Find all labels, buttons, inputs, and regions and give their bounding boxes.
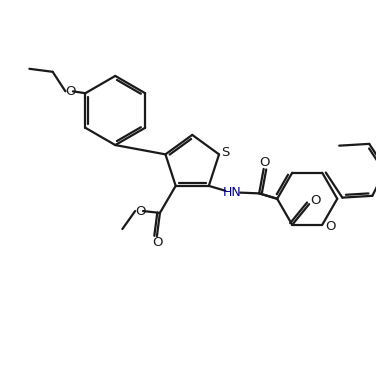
Text: O: O <box>325 220 336 233</box>
Text: O: O <box>152 236 163 250</box>
Text: O: O <box>311 194 321 207</box>
Text: HN: HN <box>223 186 242 199</box>
Text: O: O <box>65 85 75 98</box>
Text: O: O <box>135 204 145 218</box>
Text: S: S <box>222 146 230 160</box>
Text: O: O <box>259 156 270 169</box>
